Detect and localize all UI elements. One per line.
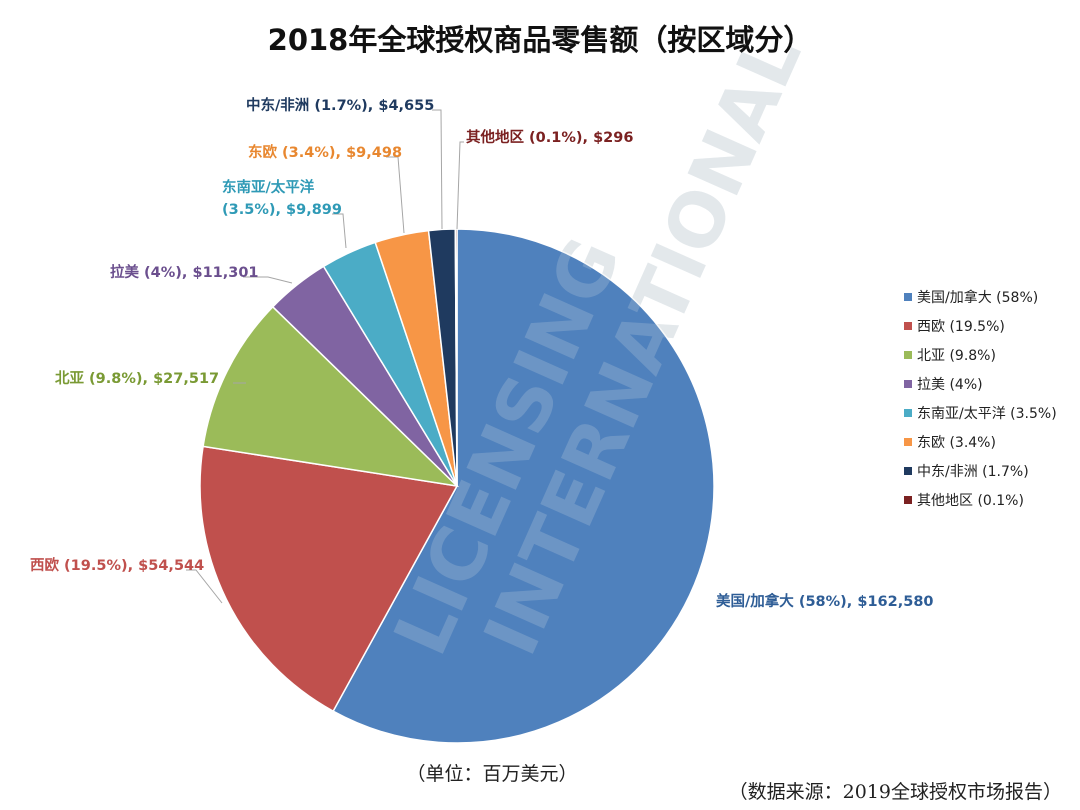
legend-item-4: 拉美 (4%) (917, 377, 983, 393)
legend: 美国/加拿大 (58%) 西欧 (19.5%) 北亚 (9.8%) 拉美 (4%) 东南… (904, 289, 1057, 509)
pie-slice-3 (202, 305, 460, 488)
legend-item-5: 东南亚/太平洋 (3.5%) (917, 406, 1057, 422)
pie-slice-8 (454, 228, 458, 487)
data-label-7: 中东/非洲 (1.7%), $4,655 (246, 96, 434, 114)
legend-item-1: 美国/加拿大 (58%) (917, 289, 1038, 306)
pie-slice-2 (199, 445, 459, 713)
data-label-4: 拉美 (4%), $11,301 (110, 263, 259, 281)
legend-item-2: 西欧 (19.5%) (917, 319, 1005, 335)
data-labels: 美国/加拿大 (58%), $162,580 西欧 (19.5%), $54,54… (30, 96, 934, 610)
data-label-3: 北亚 (9.8%), $27,517 (55, 370, 219, 387)
data-label-5: 东南亚/太平洋(3.5%), $9,899 (222, 178, 342, 218)
legend-swatch-3 (904, 351, 912, 359)
pie-slice-1 (332, 228, 715, 744)
data-label-8: 其他地区 (0.1%), $296 (466, 128, 633, 146)
legend-swatch-7 (904, 467, 912, 475)
source-note: （数据来源：2019全球授权市场报告） (729, 781, 1062, 803)
leader-line-4 (243, 276, 293, 284)
leader-line-8 (456, 141, 464, 230)
leader-lines (186, 109, 464, 604)
legend-item-8: 其他地区 (0.1%) (917, 493, 1024, 509)
legend-swatch-1 (904, 293, 912, 301)
legend-item-6: 东欧 (3.4%) (917, 435, 996, 451)
unit-note: （单位：百万美元） (406, 763, 577, 785)
data-label-2: 西欧 (19.5%), $54,544 (30, 556, 204, 574)
chart-title: 2018年全球授权商品零售额（按区域分） (268, 23, 813, 57)
legend-swatch-8 (904, 496, 912, 504)
leader-line-6 (386, 156, 405, 234)
leader-line-5 (332, 213, 347, 249)
pie-slices (199, 228, 715, 744)
data-label-1: 美国/加拿大 (58%), $162,580 (716, 592, 934, 610)
data-label-6: 东欧 (3.4%), $9,498 (248, 143, 402, 161)
legend-swatch-6 (904, 438, 912, 446)
legend-swatch-2 (904, 322, 912, 330)
legend-swatch-5 (904, 409, 912, 417)
legend-item-7: 中东/非洲 (1.7%) (917, 464, 1029, 480)
leader-line-2 (186, 569, 223, 604)
legend-swatch-4 (904, 380, 912, 388)
legend-item-3: 北亚 (9.8%) (917, 348, 996, 364)
leader-line-7 (432, 109, 443, 230)
